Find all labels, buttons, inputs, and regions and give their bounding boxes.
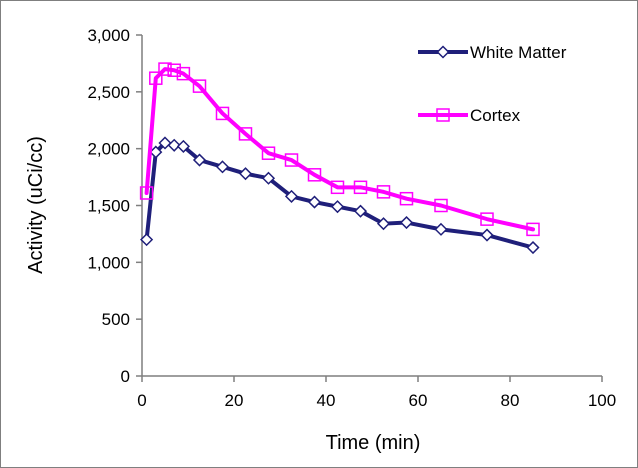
data-point-white-matter xyxy=(176,139,190,153)
data-point-cortex xyxy=(307,168,322,182)
data-point-white-matter xyxy=(261,171,276,185)
data-point-cortex xyxy=(399,191,414,206)
y-tick-label: 500 xyxy=(102,310,130,329)
data-point-white-matter xyxy=(149,145,163,159)
x-tick-label: 80 xyxy=(501,391,520,410)
y-tick-label: 2,000 xyxy=(87,140,130,159)
y-axis-title: Activity (uCi/cc) xyxy=(25,136,47,274)
y-tick-label: 1,500 xyxy=(87,197,130,216)
data-point-white-matter xyxy=(480,228,494,242)
data-point-white-matter xyxy=(192,153,207,167)
data-point-white-matter xyxy=(376,217,391,231)
data-point-white-matter xyxy=(307,195,322,209)
data-point-cortex xyxy=(238,127,253,141)
series-layer xyxy=(139,62,540,255)
y-tick-label: 0 xyxy=(121,367,130,386)
data-point-cortex xyxy=(176,66,191,81)
data-point-cortex xyxy=(215,106,230,121)
legend: White Matter Cortex xyxy=(418,43,567,125)
data-point-cortex xyxy=(526,222,540,237)
legend-item-white-matter: White Matter xyxy=(418,43,567,62)
data-point-cortex xyxy=(261,146,276,160)
data-point-white-matter xyxy=(284,189,299,203)
data-point-cortex xyxy=(284,153,299,167)
data-point-white-matter xyxy=(526,240,540,255)
x-tick-label: 0 xyxy=(137,391,146,410)
data-point-white-matter xyxy=(353,204,368,218)
legend-item-cortex: Cortex xyxy=(418,106,521,125)
data-point-white-matter xyxy=(167,138,181,152)
data-point-white-matter xyxy=(330,200,345,214)
x-tick-label: 40 xyxy=(317,391,336,410)
data-point-white-matter xyxy=(140,233,154,247)
data-point-cortex xyxy=(192,79,207,93)
y-tick-label: 3,000 xyxy=(87,26,130,45)
data-point-cortex xyxy=(353,180,368,195)
data-point-cortex xyxy=(434,198,448,213)
y-tick-label: 2,500 xyxy=(87,83,130,102)
x-axis-title: Time (min) xyxy=(326,432,421,454)
y-tick-label: 1,000 xyxy=(87,253,130,272)
series-white-matter xyxy=(140,136,540,255)
x-tick-label: 60 xyxy=(409,391,428,410)
series-cortex xyxy=(139,62,540,237)
x-axis-ticks: 0 20 40 60 80 100 xyxy=(137,376,616,410)
data-point-cortex xyxy=(330,180,345,195)
legend-label: White Matter xyxy=(470,43,567,62)
data-point-cortex xyxy=(167,63,181,77)
y-axis-ticks: 0 500 1,000 1,500 2,000 2,500 3,000 xyxy=(87,26,142,386)
plot-area: 0 500 1,000 1,500 2,000 2,500 3,000 0 20 40 60 80 1… xyxy=(87,26,616,410)
data-point-white-matter xyxy=(434,222,448,236)
data-point-cortex xyxy=(376,185,391,199)
legend-label: Cortex xyxy=(470,106,521,125)
legend-marker xyxy=(436,45,450,59)
x-tick-label: 20 xyxy=(225,391,244,410)
x-tick-label: 100 xyxy=(588,391,616,410)
data-point-cortex xyxy=(139,186,154,200)
data-point-cortex xyxy=(158,62,172,76)
data-point-white-matter xyxy=(238,167,253,181)
data-point-white-matter xyxy=(215,160,230,174)
legend-marker xyxy=(436,108,450,122)
data-point-white-matter xyxy=(399,215,414,230)
data-point-cortex xyxy=(149,71,163,85)
data-point-white-matter xyxy=(158,136,172,150)
data-point-cortex xyxy=(480,212,494,226)
